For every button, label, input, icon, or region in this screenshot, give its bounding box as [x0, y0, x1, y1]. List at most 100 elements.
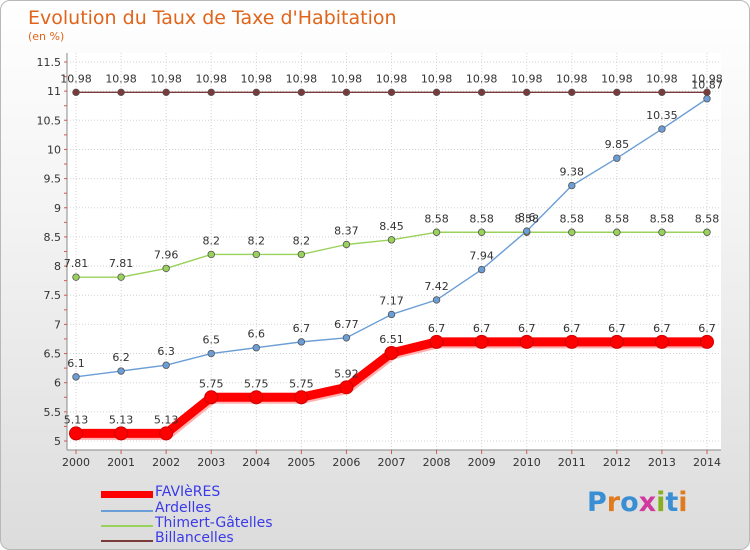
data-label: 9.85 [605, 138, 630, 151]
data-point [523, 227, 531, 235]
legend-swatch-favieres [101, 491, 153, 498]
data-label: 6.2 [112, 351, 130, 364]
data-point [477, 228, 486, 236]
data-point [474, 334, 489, 349]
logo-letter: t [665, 487, 679, 518]
x-tick-label: 2003 [197, 456, 225, 469]
data-point [432, 228, 441, 236]
data-point [564, 334, 579, 349]
data-point [342, 334, 351, 342]
data-label: 7.17 [379, 294, 404, 307]
data-point [117, 367, 125, 375]
data-point [339, 380, 354, 395]
data-point [72, 373, 80, 381]
data-label: 8.58 [605, 212, 630, 225]
data-point [429, 334, 444, 349]
y-tick-label: 9.5 [44, 173, 62, 186]
data-point [159, 426, 174, 441]
logo-letter: P [587, 487, 607, 518]
logo-letter: i [678, 487, 688, 518]
y-tick-label: 10 [47, 143, 61, 156]
x-tick-label: 2011 [558, 456, 586, 469]
y-tick-label: 5 [54, 435, 61, 448]
data-label: 7.42 [424, 280, 449, 293]
data-point [568, 181, 576, 190]
data-point [207, 88, 215, 97]
data-point [432, 296, 441, 304]
data-label: 5.75 [199, 377, 224, 390]
x-tick-label: 2013 [648, 456, 676, 469]
data-label: 6.7 [698, 322, 716, 335]
logo-letter: r [606, 487, 621, 518]
data-point [613, 154, 621, 162]
data-point [432, 88, 441, 97]
data-label: 8.58 [650, 212, 675, 225]
x-tick-label: 2001 [107, 456, 135, 469]
x-tick-label: 2006 [332, 456, 360, 469]
data-point [207, 250, 215, 259]
data-label: 5.13 [109, 413, 134, 426]
legend-label-thimert-gatelles: Thimert-Gâtelles [155, 515, 273, 531]
x-tick-label: 2008 [423, 456, 451, 469]
data-label: 10.98 [60, 72, 92, 85]
data-label: 6.1 [67, 357, 85, 370]
data-label: 10.98 [195, 72, 227, 85]
data-point [477, 265, 486, 274]
legend-label-ardelles: Ardelles [155, 500, 212, 516]
data-point [703, 95, 711, 103]
data-label: 6.5 [202, 334, 220, 347]
data-point [117, 88, 125, 97]
data-label: 6.7 [608, 322, 626, 335]
x-tick-label: 2004 [242, 456, 270, 469]
data-point [387, 88, 396, 97]
data-label: 10.98 [105, 72, 137, 85]
data-point [204, 390, 219, 405]
data-point [162, 264, 170, 273]
data-label: 10.98 [646, 72, 678, 85]
y-tick-label: 7.5 [44, 289, 62, 302]
x-tick-label: 2000 [62, 456, 90, 469]
y-tick-label: 11 [47, 85, 61, 98]
data-point [387, 310, 396, 319]
data-point [523, 88, 531, 97]
data-label: 7.81 [64, 257, 89, 270]
data-point [700, 334, 714, 349]
legend-swatch-ardelles [101, 510, 153, 512]
data-label: 8.45 [379, 220, 404, 233]
x-tick-label: 2002 [152, 456, 180, 469]
data-point [252, 88, 260, 97]
data-label: 10.98 [331, 72, 363, 85]
data-label: 8.6 [518, 211, 536, 224]
data-point [249, 390, 264, 405]
data-label: 6.7 [653, 322, 671, 335]
data-point [658, 88, 666, 97]
data-label: 5.92 [334, 367, 359, 380]
data-label: 7.94 [469, 250, 494, 263]
data-point [117, 273, 125, 281]
data-point [384, 345, 399, 360]
data-point [658, 228, 666, 236]
data-point [342, 88, 351, 97]
data-point [613, 88, 621, 97]
plot-area [67, 53, 721, 450]
data-label: 8.37 [334, 225, 359, 238]
data-point [297, 338, 306, 346]
y-tick-label: 7 [54, 318, 61, 331]
legend-label-billancelles: Billancelles [155, 530, 234, 546]
data-label: 10.98 [241, 72, 273, 85]
data-label: 6.7 [563, 322, 581, 335]
data-point [162, 361, 170, 369]
x-tick-label: 2009 [468, 456, 496, 469]
legend-swatch-billancelles [101, 540, 153, 542]
data-label: 10.98 [691, 72, 723, 85]
data-point [658, 125, 666, 133]
data-label: 10.35 [646, 109, 678, 122]
x-tick-label: 2007 [378, 456, 406, 469]
x-tick-label: 2010 [513, 456, 541, 469]
data-label: 6.6 [248, 328, 266, 341]
data-label: 6.7 [428, 322, 446, 335]
data-point [613, 228, 621, 236]
data-point [477, 88, 486, 97]
